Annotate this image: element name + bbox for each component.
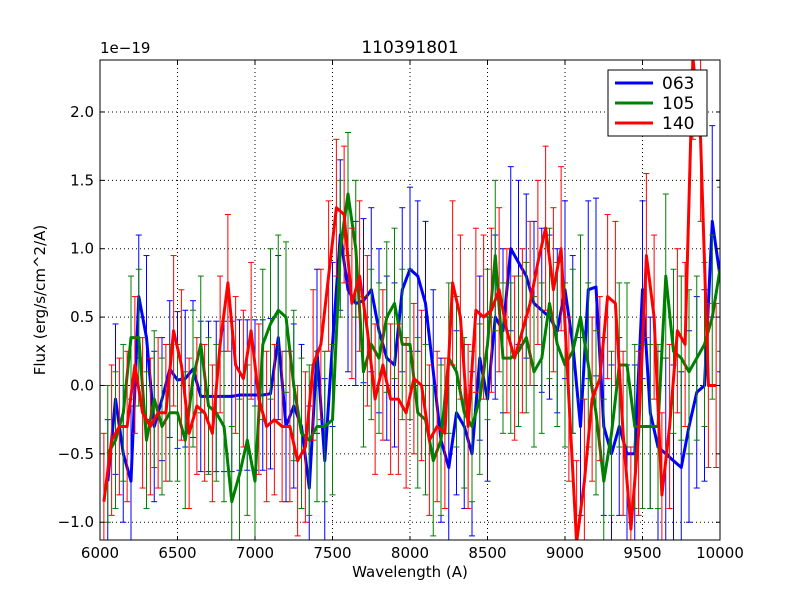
legend-label-105: 105 <box>662 94 694 114</box>
series-layer <box>100 60 720 540</box>
legend-label-140: 140 <box>662 114 694 134</box>
y-offset-label: 1e−19 <box>100 39 150 57</box>
series-line-140 <box>102 60 717 540</box>
chart-title: 110391801 <box>361 38 458 58</box>
x-tick-label: 8000 <box>391 544 429 562</box>
y-tick-label: 0.5 <box>70 308 94 326</box>
x-tick-label: 8500 <box>468 544 506 562</box>
series-140 <box>100 60 720 540</box>
series-line-063 <box>106 219 720 490</box>
y-tick-label: 0.0 <box>70 376 94 394</box>
x-tick-label: 9500 <box>623 544 661 562</box>
y-tick-label: 2.0 <box>70 103 94 121</box>
x-tick-label: 6000 <box>81 544 119 562</box>
x-tick-label: 7500 <box>313 544 351 562</box>
y-tick-label: −0.5 <box>58 445 94 463</box>
y-axis-label: Flux (erg/s/cm^2/A) <box>31 225 49 376</box>
y-tick-label: 1.5 <box>70 171 94 189</box>
x-tick-label: 7000 <box>236 544 274 562</box>
y-tick-label: 1.0 <box>70 240 94 258</box>
x-tick-label: 9000 <box>546 544 584 562</box>
legend-label-063: 063 <box>662 74 694 94</box>
axis-ticks: 6000 6500 7000 7500 8000 8500 9000 9500 10000 −1.… <box>58 60 744 562</box>
x-axis-label: Wavelength (A) <box>352 563 468 581</box>
x-tick-label: 6500 <box>158 544 196 562</box>
y-tick-label: −1.0 <box>58 513 94 531</box>
x-tick-label: 10000 <box>696 544 744 562</box>
